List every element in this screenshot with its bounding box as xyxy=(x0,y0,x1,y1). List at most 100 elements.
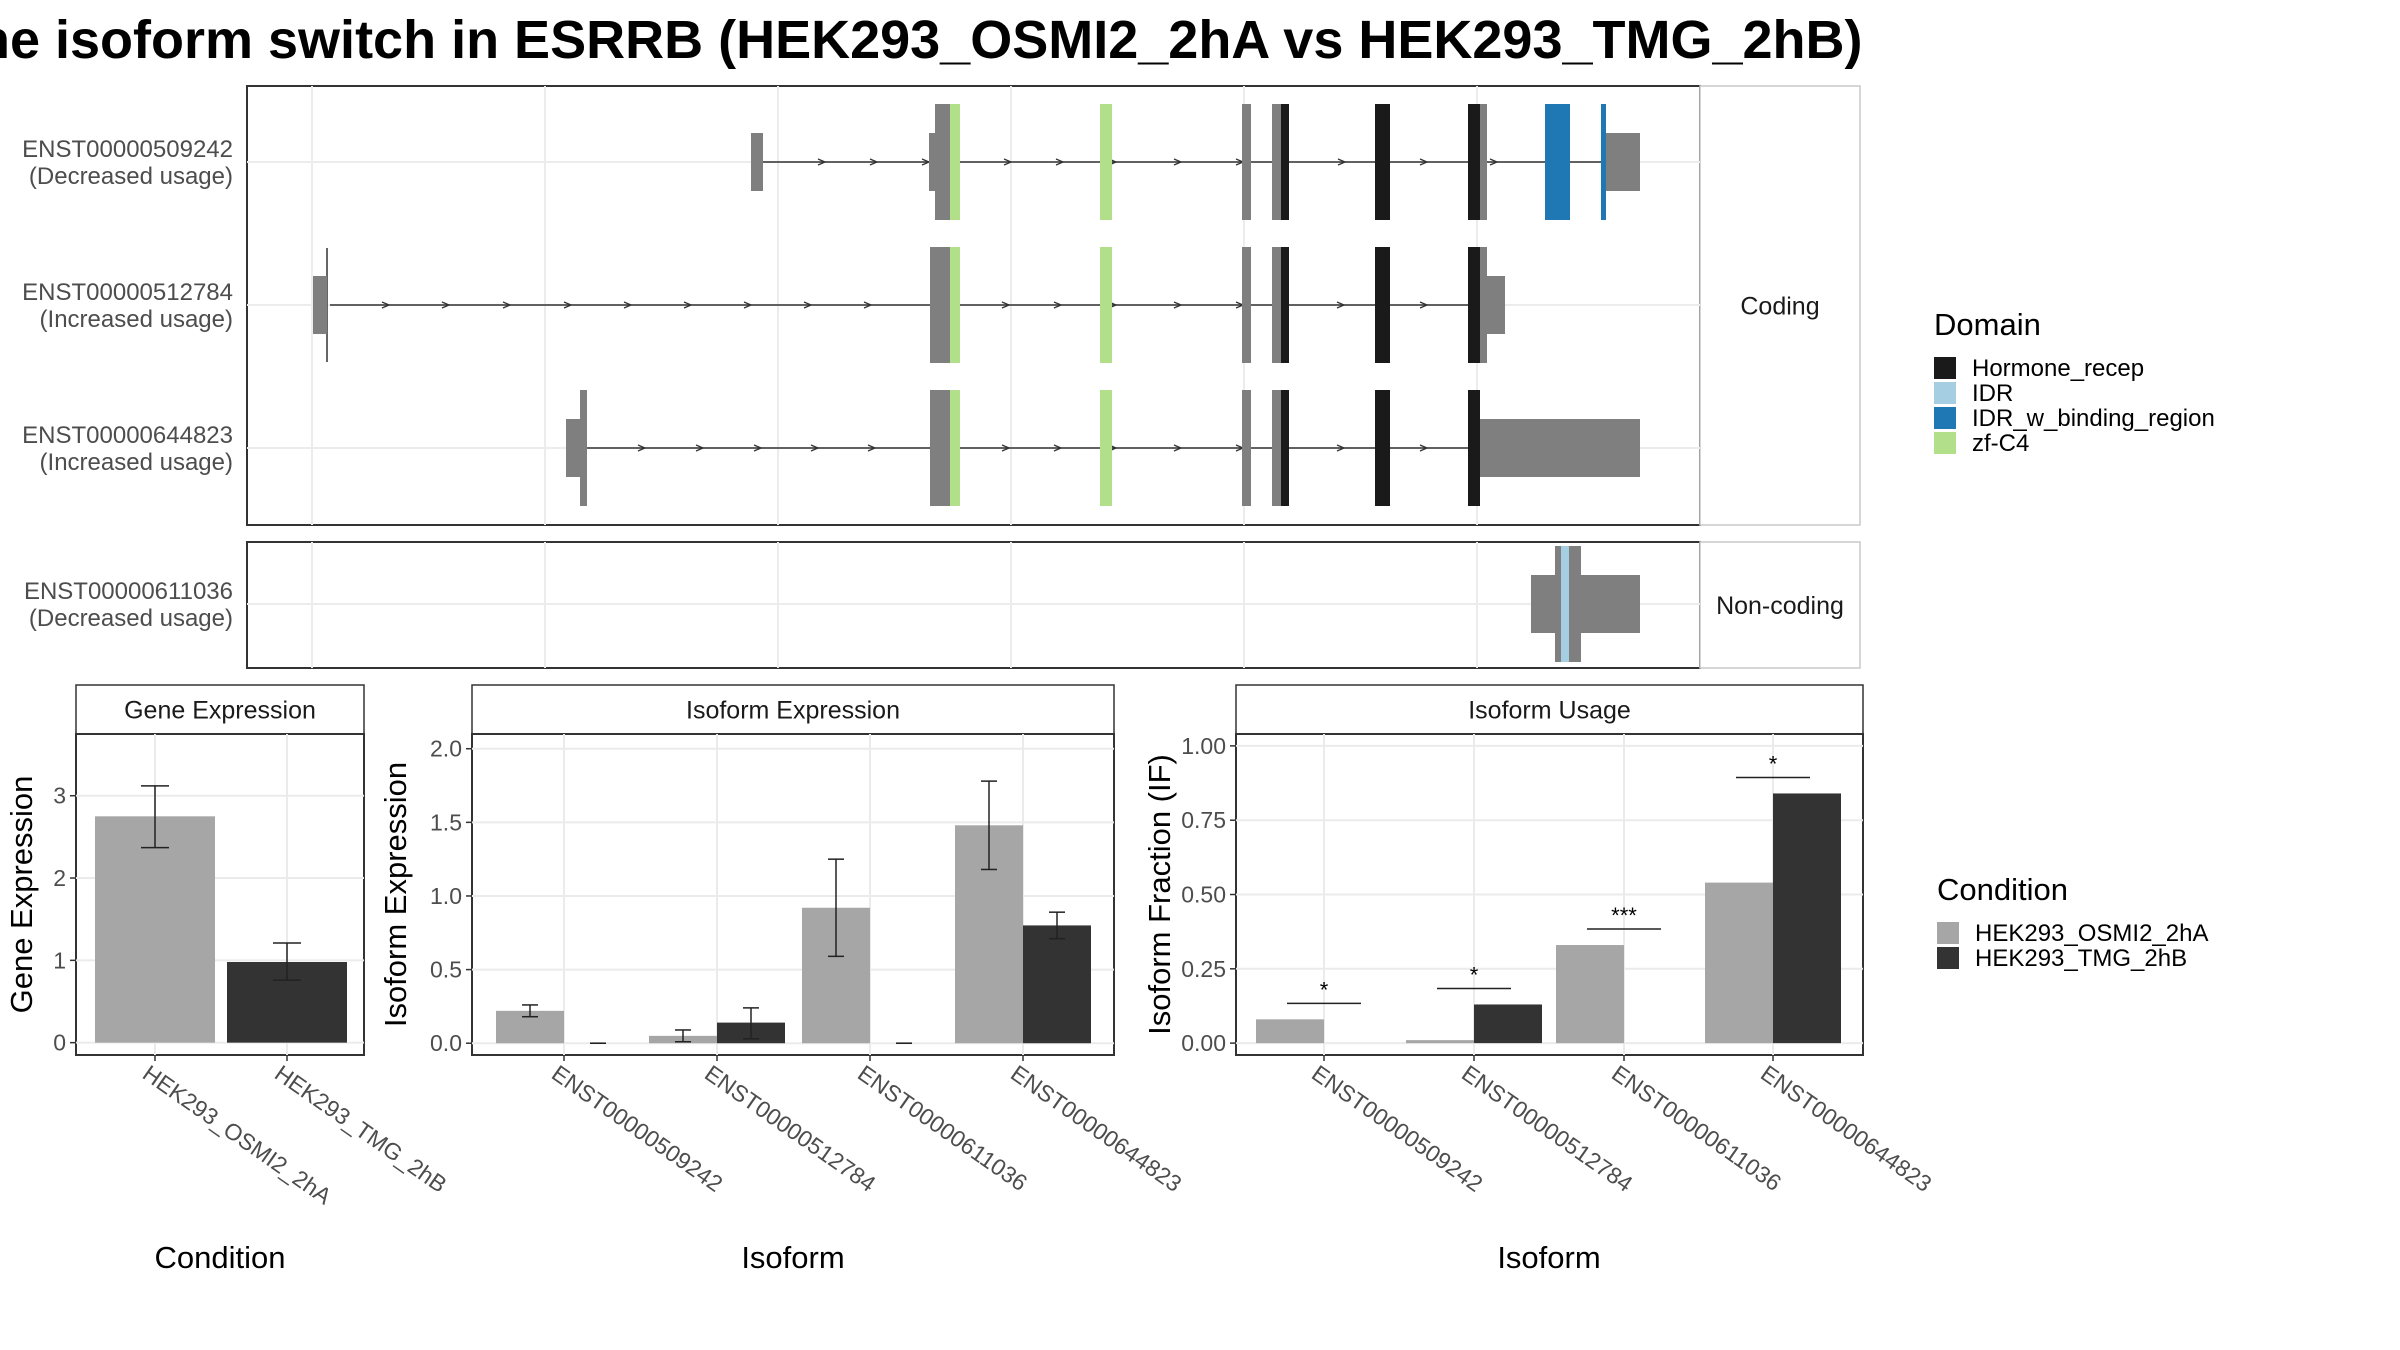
x-tick-label: ENST00000644823 xyxy=(1006,1060,1186,1197)
exon-block xyxy=(1281,390,1289,506)
exon-block xyxy=(1487,276,1505,334)
y-tick-label: 3 xyxy=(53,783,66,809)
exon-block xyxy=(580,390,587,506)
strand-arrow xyxy=(623,301,633,309)
strand-arrow xyxy=(441,301,451,309)
exon-block xyxy=(1601,104,1606,220)
y-tick-label: 2 xyxy=(53,865,66,891)
legend-key xyxy=(1937,922,1959,944)
legend-label: HEK293_OSMI2_2hA xyxy=(1975,920,2208,947)
isoform-usage-label: (Decreased usage) xyxy=(29,605,233,632)
exon-block xyxy=(1281,247,1289,363)
exon-block xyxy=(930,247,950,363)
isoform-usage-label: (Decreased usage) xyxy=(29,163,233,190)
exon-block xyxy=(1531,575,1555,633)
chart-title-strip xyxy=(75,684,365,735)
significance-label: * xyxy=(1769,751,1778,776)
exon-block xyxy=(1480,247,1487,363)
exon-block xyxy=(1545,104,1570,220)
isoform-structure-panel: CodingNon-codingENST00000509242(Decrease… xyxy=(22,85,1861,669)
bar xyxy=(95,816,215,1043)
bar xyxy=(1773,793,1841,1044)
exon-block xyxy=(1480,104,1487,220)
strand-arrow xyxy=(1336,444,1346,452)
exon-block xyxy=(1468,247,1480,363)
strand-arrow xyxy=(1336,301,1346,309)
chart-title: Gene Expression xyxy=(124,697,316,725)
exon-block xyxy=(1555,546,1561,662)
strand-arrow xyxy=(1489,158,1499,166)
y-tick-label: 0.5 xyxy=(430,957,462,983)
strand-arrow xyxy=(1003,158,1013,166)
legend-label: HEK293_TMG_2hB xyxy=(1975,945,2187,972)
strand-arrow xyxy=(1419,301,1429,309)
exon-block xyxy=(1375,104,1390,220)
strand-arrow xyxy=(502,301,512,309)
exon-block xyxy=(1100,247,1112,363)
isoform-id-label: ENST00000509242 xyxy=(22,136,233,163)
y-tick-label: 0.75 xyxy=(1181,807,1226,833)
exon-block xyxy=(935,104,950,220)
y-axis-title: Isoform Expression xyxy=(378,762,413,1027)
strand-arrow xyxy=(1053,444,1063,452)
strand-arrow xyxy=(1419,158,1429,166)
strand-arrow xyxy=(695,444,705,452)
strand-arrow xyxy=(563,301,573,309)
legend-key xyxy=(1934,432,1956,454)
exon-block xyxy=(1272,104,1281,220)
exon-block xyxy=(950,247,960,363)
x-axis-title: Isoform xyxy=(741,1240,844,1275)
bar xyxy=(1474,1004,1542,1044)
strand-arrow xyxy=(1173,158,1183,166)
exon-block xyxy=(1272,390,1281,506)
strand-arrow xyxy=(869,158,879,166)
exon-block xyxy=(929,133,936,191)
exon-block xyxy=(313,276,327,334)
strand-arrow xyxy=(381,301,391,309)
legend-label: Hormone_recep xyxy=(1972,355,2144,382)
legend-key xyxy=(1937,947,1959,969)
y-tick-label: 0.50 xyxy=(1181,882,1226,908)
legend-label: IDR_w_binding_region xyxy=(1972,405,2215,432)
y-tick-label: 2.0 xyxy=(430,736,462,762)
x-axis-title: Isoform xyxy=(1497,1240,1600,1275)
exon-block xyxy=(930,390,950,506)
y-tick-label: 1 xyxy=(53,947,66,973)
y-tick-label: 0.0 xyxy=(430,1030,462,1056)
bar xyxy=(1256,1019,1324,1044)
exon-block xyxy=(1561,546,1569,662)
legend-key xyxy=(1934,382,1956,404)
exon-block xyxy=(950,390,960,506)
facet-strip xyxy=(1699,541,1861,669)
strand-arrow xyxy=(1419,444,1429,452)
strand-arrow xyxy=(1053,301,1063,309)
facet-strip xyxy=(1699,85,1861,526)
strand-arrow xyxy=(637,444,647,452)
exon-block xyxy=(1468,104,1480,220)
significance-label: * xyxy=(1470,962,1479,987)
exon-block xyxy=(1242,390,1251,506)
strand-arrow xyxy=(1001,444,1011,452)
exon-block xyxy=(1242,104,1251,220)
legend-key xyxy=(1934,357,1956,379)
exon-block xyxy=(1272,247,1281,363)
y-axis-title: Gene Expression xyxy=(4,776,39,1014)
chart-title: Isoform Usage xyxy=(1468,697,1631,725)
y-tick-label: 1.0 xyxy=(430,883,462,909)
strand-arrow xyxy=(683,301,693,309)
isoform-id-label: ENST00000512784 xyxy=(22,279,233,306)
exon-block xyxy=(751,133,763,191)
domain-legend: Domain Hormone_recepIDRIDR_w_binding_regi… xyxy=(1934,307,2215,457)
y-tick-label: 0.25 xyxy=(1181,956,1226,982)
exon-block xyxy=(1375,390,1390,506)
y-tick-label: 1.00 xyxy=(1181,733,1226,759)
strand-arrow xyxy=(753,444,763,452)
legend-label: zf-C4 xyxy=(1972,430,2029,457)
strand-arrow xyxy=(867,444,877,452)
condition-legend-title: Condition xyxy=(1937,872,2068,907)
exon-block xyxy=(950,104,960,220)
strand-arrow xyxy=(1337,158,1347,166)
exon-block xyxy=(1242,247,1251,363)
